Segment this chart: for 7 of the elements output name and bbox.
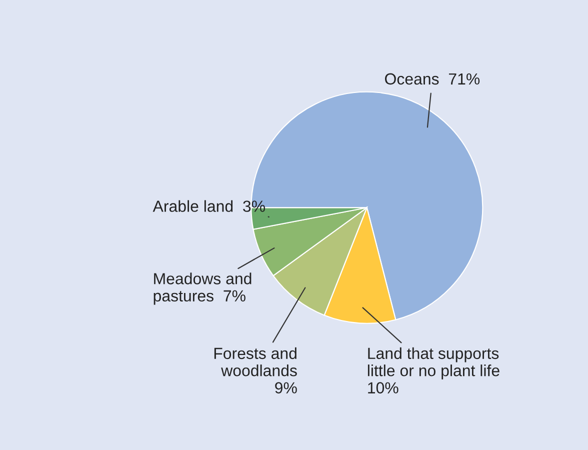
slice-label: Meadows and pastures 7%: [154, 272, 252, 305]
slice-label: Oceans 71%: [385, 73, 480, 85]
slice-label: Land that supports little or no plant life: [368, 347, 500, 380]
data-label: 10%: [368, 382, 398, 394]
slice-label: Arable land 3%: [152, 200, 265, 212]
data-label: 9%: [275, 382, 297, 394]
slice-label: Forests and woodlands: [214, 347, 297, 376]
